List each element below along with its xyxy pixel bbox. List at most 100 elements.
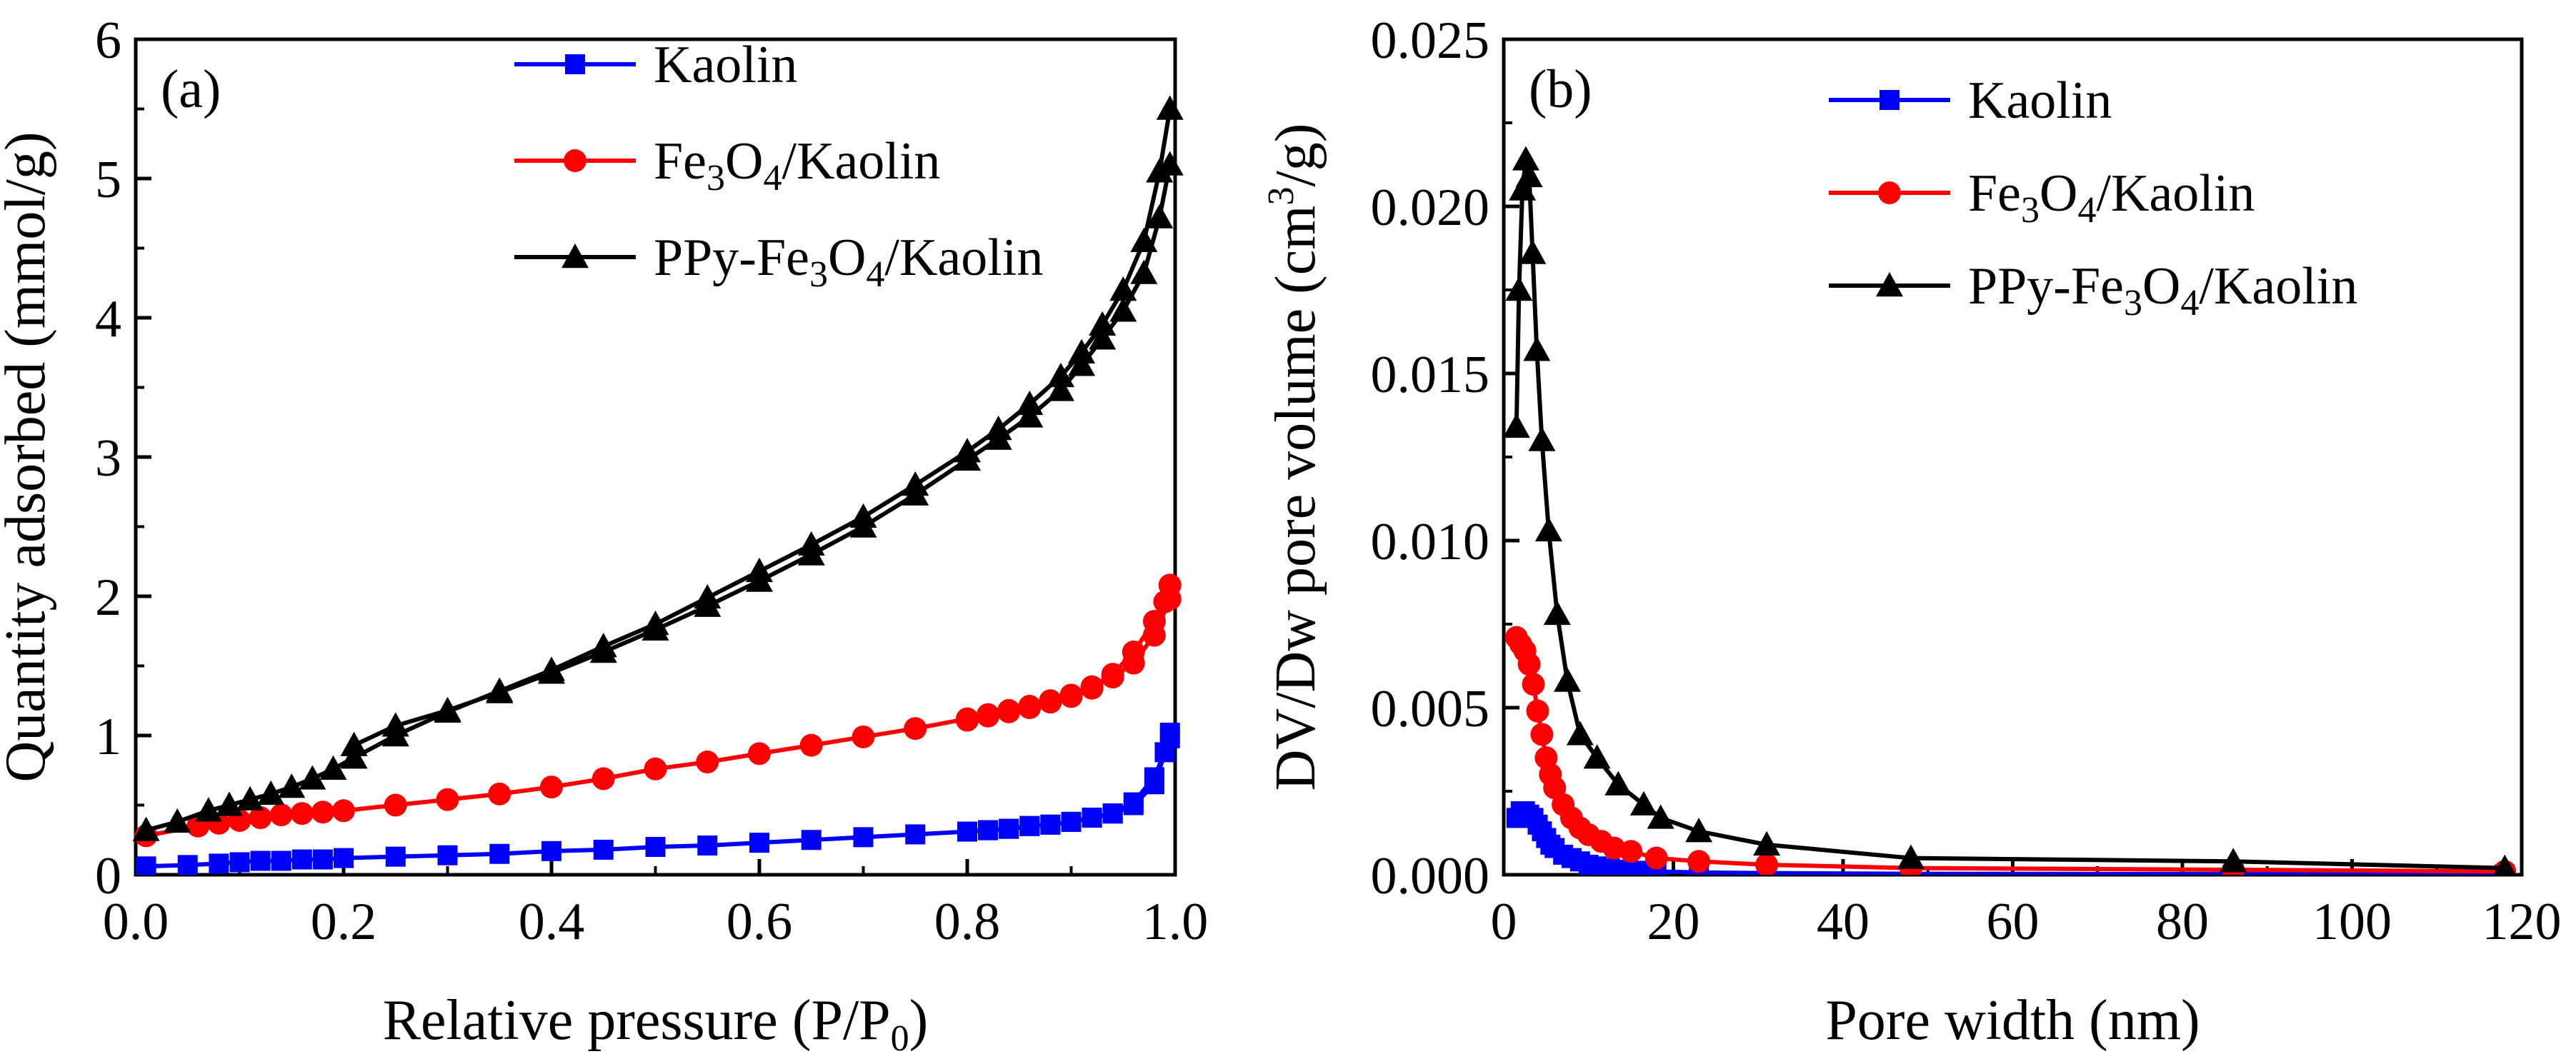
data-point	[381, 712, 409, 737]
data-point	[194, 797, 222, 822]
data-point	[1755, 853, 1779, 875]
data-point	[1519, 239, 1547, 264]
y-tick-label: 0.010	[1371, 513, 1490, 571]
data-point	[271, 850, 291, 871]
data-point	[1040, 814, 1061, 835]
data-point	[489, 843, 510, 864]
y-tick-label: 0.020	[1371, 179, 1490, 237]
y-tick-label: 3	[95, 429, 121, 488]
data-point	[1629, 860, 1649, 875]
data-point	[1102, 803, 1123, 824]
data-point	[1897, 844, 1924, 869]
data-point	[641, 616, 669, 641]
data-point	[748, 742, 771, 766]
data-point	[488, 782, 511, 805]
data-point	[1144, 774, 1164, 795]
series-kaolin	[1506, 801, 2515, 875]
data-point	[1647, 804, 1674, 829]
data-point	[1753, 830, 1781, 856]
legend-label: Fe3O4/Kaolin	[1968, 164, 2255, 231]
data-point	[957, 821, 977, 842]
data-point	[1583, 744, 1611, 769]
data-point	[538, 659, 565, 684]
data-layer	[1502, 146, 2517, 875]
data-point	[1512, 146, 1539, 171]
data-point	[978, 820, 999, 840]
legend-label: Fe3O4/Kaolin	[654, 132, 940, 199]
data-point	[645, 837, 666, 857]
x-tick-label: 40	[1817, 893, 1869, 951]
data-point	[1061, 811, 1082, 832]
legend: Kaolin Fe3O4/Kaolin PPy-Fe3O4/Kaolin	[514, 36, 1043, 295]
data-point	[164, 808, 191, 833]
data-point	[1122, 651, 1145, 675]
data-point	[1517, 653, 1541, 676]
data-point	[269, 803, 293, 827]
data-point	[177, 855, 198, 875]
data-point	[956, 708, 979, 732]
data-point	[801, 830, 822, 850]
data-point	[593, 839, 614, 860]
data-point	[902, 481, 929, 506]
legend-marker	[1876, 272, 1903, 297]
legend-marker	[565, 54, 585, 74]
x-tick-label: 100	[2312, 893, 2392, 951]
x-tick-label: 0.0	[103, 893, 169, 951]
series-ppy-fe3o4-kaolin	[1502, 146, 2517, 875]
series-ppy-fe3o4-kaolin	[132, 95, 1184, 841]
data-point	[312, 849, 333, 870]
data-point	[1612, 859, 1633, 875]
data-point	[384, 793, 407, 817]
data-point	[797, 541, 825, 566]
data-point	[1089, 325, 1117, 350]
data-point	[1123, 795, 1144, 815]
y-tick-label: 5	[95, 151, 121, 209]
data-point	[1082, 808, 1102, 828]
data-point	[849, 513, 877, 538]
data-point	[853, 827, 874, 848]
data-point	[977, 704, 1000, 728]
data-point	[1158, 587, 1182, 611]
data-point	[1530, 723, 1554, 746]
y-axis-title: Quantity adsorbed (mmol/g)	[0, 132, 57, 783]
legend: Kaolin Fe3O4/Kaolin PPy-Fe3O4/Kaolin	[1829, 71, 2357, 323]
legend-marker	[1879, 90, 1899, 110]
panel-a: 0.0 0.2 0.4 0.6 0.8 1.0 0 1 2 3 4 5 6 Relative pressu…	[0, 11, 1208, 1059]
x-axis-title: Pore width (nm)	[1825, 989, 2200, 1052]
data-point	[1515, 162, 1543, 188]
y-tick-label: 4	[95, 290, 121, 348]
data-point	[437, 845, 458, 865]
data-point	[1068, 351, 1096, 376]
data-point	[1018, 696, 1042, 719]
y-tick-label: 0.005	[1371, 680, 1490, 738]
legend-label: PPy-Fe3O4/Kaolin	[654, 229, 1043, 295]
data-point	[1142, 623, 1166, 647]
data-point	[334, 848, 354, 868]
legend-marker	[1878, 181, 1901, 204]
data-point	[694, 592, 722, 617]
data-point	[1522, 673, 1545, 696]
data-point	[997, 700, 1021, 723]
data-point	[2493, 854, 2517, 875]
data-point	[257, 780, 285, 805]
data-point	[697, 835, 718, 856]
panel-b: 0 20 40 60 80 100 120 0.000 0.005 0.010 0.015 0.020…	[1261, 11, 2562, 1052]
series-line	[1514, 636, 2505, 874]
data-point	[589, 638, 617, 663]
data-point	[290, 802, 314, 825]
data-point	[385, 846, 406, 867]
data-point	[1534, 516, 1562, 542]
data-point	[1528, 426, 1556, 451]
legend-marker	[561, 244, 589, 268]
data-point	[1156, 95, 1184, 120]
data-point	[799, 733, 823, 757]
data-point	[1019, 815, 1040, 836]
data-point	[1604, 771, 1632, 796]
data-point	[1509, 176, 1537, 201]
data-point	[904, 717, 927, 741]
legend-label: PPy-Fe3O4/Kaolin	[1968, 257, 2357, 323]
data-point	[1566, 721, 1594, 746]
x-tick-label: 60	[1987, 893, 2040, 951]
data-point	[1130, 259, 1158, 284]
x-axis-title: Relative pressure (P/P0)	[383, 989, 929, 1059]
